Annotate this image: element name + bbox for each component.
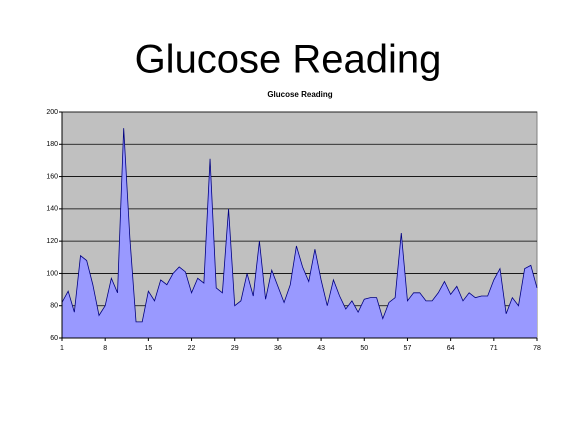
- x-tick-label: 1: [60, 345, 64, 352]
- y-tick-label: 160: [46, 173, 58, 180]
- area: [62, 128, 537, 338]
- x-tick-label: 29: [231, 345, 239, 352]
- x-tick-label: 50: [360, 345, 368, 352]
- x-tick-label: 8: [103, 345, 107, 352]
- slide-title: Glucose Reading: [135, 38, 442, 82]
- x-tick-label: 36: [274, 345, 282, 352]
- y-tick-label: 180: [46, 141, 58, 148]
- y-tick-label: 140: [46, 206, 58, 213]
- x-tick-label: 57: [404, 345, 412, 352]
- y-tick-label: 200: [46, 109, 58, 116]
- y-tick-label: 100: [46, 270, 58, 277]
- x-tick-label: 22: [188, 345, 196, 352]
- x-tick-label: 15: [144, 345, 152, 352]
- y-tick-label: 80: [50, 303, 58, 310]
- x-tick-label: 71: [490, 345, 498, 352]
- x-tick-label: 64: [447, 345, 455, 352]
- chart-title: Glucose Reading: [267, 90, 332, 99]
- x-tick-label: 43: [317, 345, 325, 352]
- y-tick-label: 60: [50, 335, 58, 342]
- x-tick-label: 78: [533, 345, 541, 352]
- area-line: [61, 128, 538, 323]
- y-tick-label: 120: [46, 238, 58, 245]
